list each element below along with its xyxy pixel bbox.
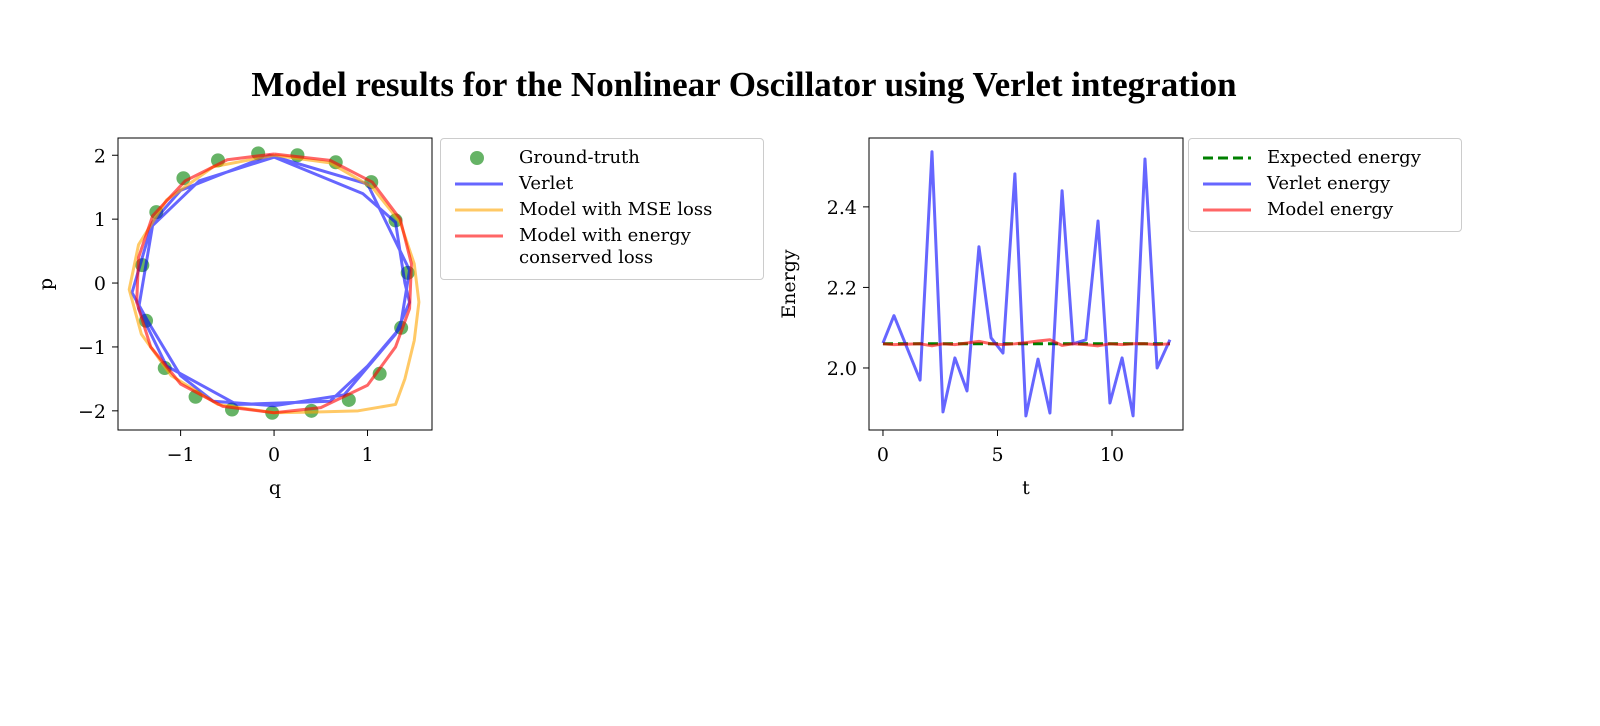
legend-label: Model with MSE loss bbox=[519, 199, 713, 220]
data-point bbox=[176, 171, 191, 186]
legend-label: Expected energy bbox=[1267, 147, 1421, 168]
y-tick-label: 0 bbox=[94, 273, 106, 295]
y-tick-label: 2 bbox=[94, 145, 106, 167]
figure-title: Model results for the Nonlinear Oscillat… bbox=[251, 65, 1236, 104]
legend-label: Verlet energy bbox=[1267, 173, 1391, 194]
data-point bbox=[372, 366, 387, 381]
axes-frame bbox=[868, 137, 1184, 431]
legend-entry: Model with MSE loss bbox=[449, 199, 753, 221]
legend-entry: Model with energy conserved loss bbox=[449, 225, 753, 269]
series-line bbox=[130, 153, 412, 408]
legend-entry: Model energy bbox=[1197, 199, 1451, 221]
x-tick-label: 0 bbox=[268, 444, 280, 466]
legend-entry: Expected energy bbox=[1197, 147, 1451, 169]
x-axis-label: t bbox=[1022, 477, 1030, 499]
legend-entry: Verlet energy bbox=[1197, 173, 1451, 195]
legend-swatch bbox=[470, 151, 484, 165]
legend-label: Model energy bbox=[1267, 199, 1394, 220]
axes-frame bbox=[117, 137, 433, 431]
series-line bbox=[135, 152, 413, 415]
legend: Ground-truth Verlet Model with MSE loss Mod… bbox=[440, 138, 764, 280]
series-line bbox=[881, 150, 1172, 418]
legend-label: Ground-truth bbox=[519, 147, 640, 168]
legend-entry: Ground-truth bbox=[449, 147, 753, 169]
plot-area bbox=[127, 146, 421, 420]
y-tick-label: 1 bbox=[94, 209, 106, 231]
x-tick-label: 0 bbox=[877, 444, 889, 466]
x-tick-label: 5 bbox=[991, 444, 1003, 466]
legend-swatch bbox=[1203, 182, 1251, 186]
legend-swatch bbox=[1203, 156, 1251, 160]
legend-marker bbox=[470, 151, 484, 165]
x-tick-label: 1 bbox=[361, 444, 373, 466]
legend-swatch bbox=[455, 234, 503, 238]
x-axis-label: q bbox=[269, 477, 281, 499]
legend-label: Verlet bbox=[519, 173, 574, 194]
legend-swatch bbox=[1203, 208, 1251, 212]
y-tick-label: 2.2 bbox=[827, 277, 857, 299]
legend-label: Model with energy conserved loss bbox=[519, 225, 691, 268]
legend-swatch bbox=[455, 208, 503, 212]
legend: Expected energy Verlet energy Model energy bbox=[1188, 138, 1462, 232]
y-tick-label: 2.0 bbox=[827, 358, 857, 380]
x-tick-label: −1 bbox=[167, 444, 195, 466]
y-axis-label: Energy bbox=[778, 249, 800, 319]
y-tick-label: 2.4 bbox=[827, 197, 857, 219]
legend-swatch bbox=[455, 182, 503, 186]
legend-entry: Verlet bbox=[449, 173, 753, 195]
x-tick-label: 10 bbox=[1100, 444, 1124, 466]
series-line bbox=[882, 338, 1171, 348]
y-tick-label: −2 bbox=[78, 401, 106, 423]
y-axis-label: p bbox=[35, 278, 57, 290]
plot-area bbox=[881, 150, 1172, 418]
y-tick-label: −1 bbox=[78, 337, 106, 359]
